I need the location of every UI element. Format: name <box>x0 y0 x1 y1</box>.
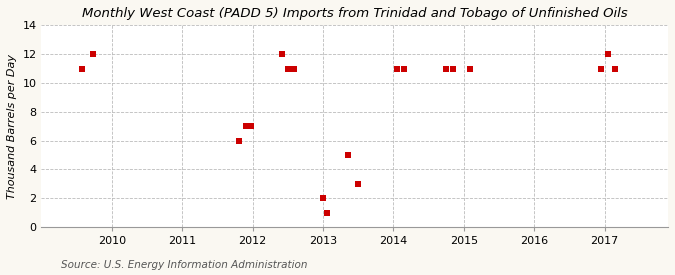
Point <box>233 138 244 143</box>
Title: Monthly West Coast (PADD 5) Imports from Trinidad and Tobago of Unfinished Oils: Monthly West Coast (PADD 5) Imports from… <box>82 7 628 20</box>
Point <box>392 66 402 71</box>
Point <box>464 66 475 71</box>
Text: Source: U.S. Energy Information Administration: Source: U.S. Energy Information Administ… <box>61 260 307 270</box>
Point <box>288 66 299 71</box>
Point <box>353 182 364 186</box>
Point <box>318 196 329 200</box>
Point <box>88 52 99 56</box>
Y-axis label: Thousand Barrels per Day: Thousand Barrels per Day <box>7 54 17 199</box>
Point <box>245 124 256 128</box>
Point <box>441 66 452 71</box>
Point <box>610 66 620 71</box>
Point <box>283 66 294 71</box>
Point <box>342 153 353 157</box>
Point <box>77 66 88 71</box>
Point <box>399 66 410 71</box>
Point <box>321 210 332 215</box>
Point <box>240 124 251 128</box>
Point <box>448 66 459 71</box>
Point <box>596 66 607 71</box>
Point <box>603 52 614 56</box>
Point <box>277 52 288 56</box>
